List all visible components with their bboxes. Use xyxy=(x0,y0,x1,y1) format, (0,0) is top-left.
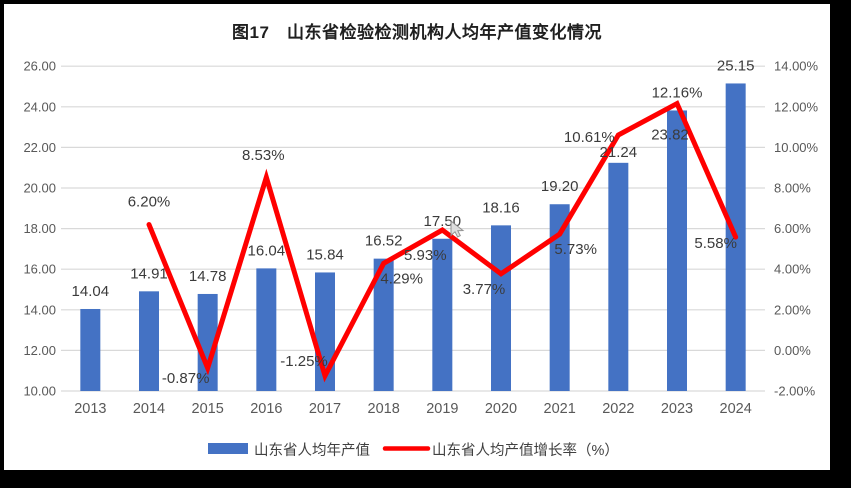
x-axis-tick-label: 2021 xyxy=(544,401,576,417)
bar-value-label: 25.15 xyxy=(717,57,755,74)
line-value-label: 4.29% xyxy=(380,270,423,287)
left-axis-tick-label: 12.00 xyxy=(23,343,56,358)
x-axis-tick-label: 2014 xyxy=(133,401,165,417)
line-value-label: 5.58% xyxy=(694,235,737,252)
chart-title: 图17 山东省检验检测机构人均年产值变化情况 xyxy=(232,23,602,42)
bar-value-label: 18.16 xyxy=(482,199,520,216)
left-axis-tick-label: 24.00 xyxy=(23,99,56,114)
bar-value-label: 19.20 xyxy=(541,178,579,195)
left-axis-tick-label: 14.00 xyxy=(23,302,56,317)
line-value-label: 5.73% xyxy=(554,241,597,258)
bar-2014 xyxy=(139,291,159,391)
legend-bar-swatch xyxy=(208,443,248,454)
right-axis-tick-label: 2.00% xyxy=(774,302,811,317)
left-axis-tick-label: 22.00 xyxy=(23,140,56,155)
x-axis-tick-label: 2022 xyxy=(602,401,634,417)
right-axis-tick-label: 14.00% xyxy=(774,59,819,74)
line-value-label: -0.87% xyxy=(162,370,210,387)
line-value-label: 10.61% xyxy=(564,129,615,146)
x-axis-tick-label: 2013 xyxy=(74,401,106,417)
bar-value-label: 14.04 xyxy=(72,283,110,300)
bar-2021 xyxy=(549,204,570,391)
x-axis-tick-label: 2015 xyxy=(192,401,224,417)
right-axis-tick-label: 8.00% xyxy=(774,181,811,196)
chart-svg: 10.00 -2.00% 12.00 0.00% 14.00 2.00% 16.00 4.00… xyxy=(23,57,819,459)
bar-2016 xyxy=(256,268,277,391)
line-value-label: -1.25% xyxy=(280,353,328,370)
right-axis-tick-label: 4.00% xyxy=(774,262,811,277)
left-axis-tick-label: 16.00 xyxy=(23,262,56,277)
x-axis-tick-label: 2017 xyxy=(309,401,341,417)
x-axis-tick-label: 2018 xyxy=(368,401,400,417)
right-axis-tick-label: 0.00% xyxy=(774,343,811,358)
bar-2020 xyxy=(491,225,511,391)
bar-2019 xyxy=(432,238,453,391)
x-axis-tick-label: 2023 xyxy=(661,401,693,417)
bar-2022 xyxy=(608,162,629,391)
right-axis-tick-label: 12.00% xyxy=(774,99,819,114)
x-axis-tick-label: 2019 xyxy=(426,401,458,417)
bar-value-label: 16.04 xyxy=(248,242,286,259)
bar-value-label: 21.24 xyxy=(600,144,638,161)
line-value-label: 8.53% xyxy=(242,147,285,164)
bar-value-label: 15.84 xyxy=(306,246,344,263)
bar-2013 xyxy=(80,308,101,391)
x-axis-tick-label: 2016 xyxy=(250,401,282,417)
line-value-label: 3.77% xyxy=(463,281,506,298)
x-axis-tick-label: 2020 xyxy=(485,401,517,417)
line-value-label: 6.20% xyxy=(128,194,171,211)
left-axis-tick-label: 10.00 xyxy=(23,384,56,399)
bar-2018 xyxy=(373,258,394,391)
left-axis-tick-label: 26.00 xyxy=(23,59,56,74)
bar-value-label: 14.78 xyxy=(189,268,227,285)
right-axis-tick-label: 6.00% xyxy=(774,221,811,236)
bar-value-label: 14.91 xyxy=(130,265,168,282)
legend-line-label: 山东省人均产值增长率（%） xyxy=(432,442,619,459)
bar-value-label: 23.82 xyxy=(651,126,689,143)
chart-area: 图17 山东省检验检测机构人均年产值变化情况 10.00 -2.00% 12.00 0… xyxy=(4,4,830,470)
line-value-label: 12.16% xyxy=(652,85,703,102)
bar-2015 xyxy=(197,293,218,391)
right-axis-tick-label: -2.00% xyxy=(774,384,816,399)
legend-bar-label: 山东省人均年产值 xyxy=(254,442,370,459)
bar-value-label: 16.52 xyxy=(365,233,403,250)
bar-2023 xyxy=(667,110,687,391)
left-axis-tick-label: 18.00 xyxy=(23,221,56,236)
growth-rate-line xyxy=(146,100,739,383)
line-value-label: 5.93% xyxy=(404,247,447,264)
right-axis-tick-label: 10.00% xyxy=(774,140,819,155)
left-axis-tick-label: 20.00 xyxy=(23,181,56,196)
x-axis-tick-label: 2024 xyxy=(720,401,752,417)
mouse-cursor-icon xyxy=(450,220,465,238)
